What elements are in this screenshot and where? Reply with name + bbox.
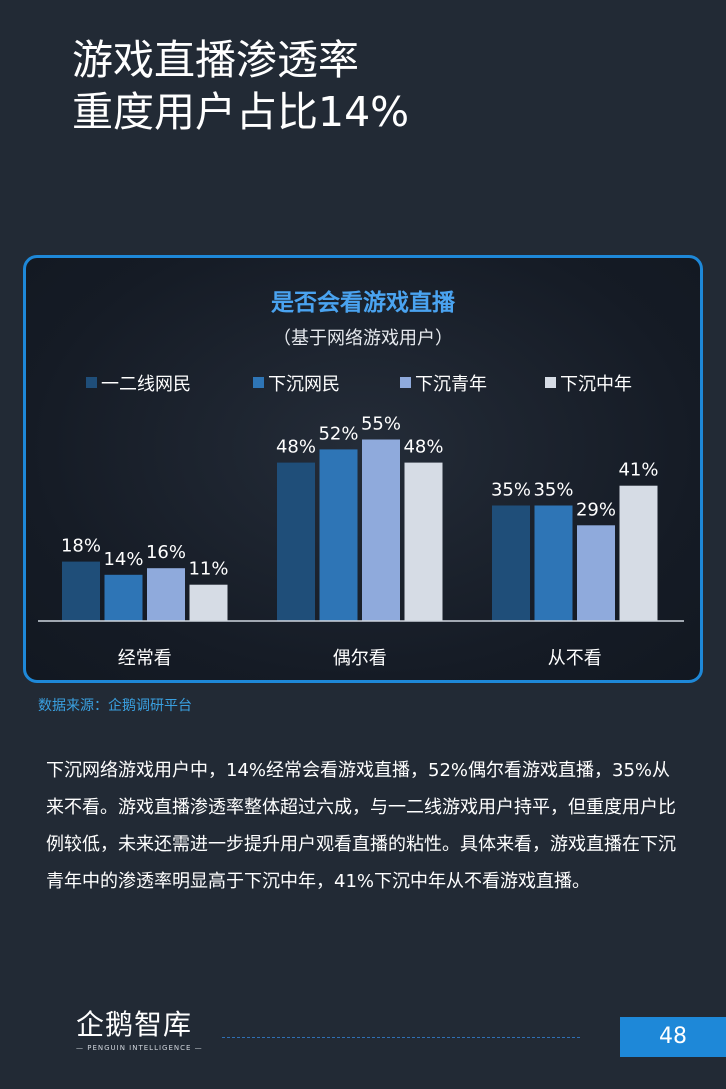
category-label: 偶尔看	[333, 648, 387, 669]
penguin-logo: 企鹅智库 — PENGUIN INTELLIGENCE —	[76, 1008, 203, 1062]
bar	[404, 462, 443, 621]
bar-value-label: 35%	[533, 480, 573, 501]
bar	[577, 525, 615, 621]
title-line-2: 重度用户占比14%	[72, 88, 410, 136]
bar-value-label: 48%	[403, 437, 443, 458]
category-label: 经常看	[118, 648, 172, 669]
bar-value-label: 14%	[103, 549, 143, 570]
bar	[492, 505, 530, 621]
body-paragraph: 下沉网络游戏用户中，14%经常会看游戏直播，52%偶尔看游戏直播，35%从来不看…	[46, 760, 676, 892]
bar	[62, 561, 100, 621]
legend-swatch	[400, 377, 411, 388]
bar	[619, 485, 658, 621]
bar	[319, 449, 358, 621]
bar-value-label: 41%	[618, 460, 658, 481]
legend-swatch	[86, 377, 97, 388]
bar	[104, 574, 143, 621]
title-line-1: 游戏直播渗透率	[72, 36, 359, 84]
bar-value-label: 29%	[576, 499, 616, 520]
bar-value-label: 18%	[61, 536, 101, 557]
legend-label: 下沉网民	[268, 374, 340, 395]
chart-subtitle: （基于网络游戏用户）	[273, 328, 453, 349]
logo-subtitle: — PENGUIN INTELLIGENCE —	[76, 1044, 203, 1052]
page-number: 48	[620, 1017, 726, 1057]
footer-divider	[222, 1037, 580, 1038]
data-source: 数据来源：企鹅调研平台	[38, 698, 192, 714]
legend-swatch	[253, 377, 264, 388]
logo-text: 企鹅智库	[76, 1008, 193, 1041]
page-title: 游戏直播渗透率 重度用户占比14%	[72, 34, 409, 138]
bar	[534, 505, 573, 621]
category-label: 从不看	[548, 648, 602, 669]
legend-label: 下沉青年	[415, 374, 487, 395]
bar-value-label: 52%	[318, 423, 358, 444]
bar-value-label: 55%	[361, 414, 401, 435]
legend-swatch	[545, 377, 556, 388]
bar	[362, 439, 400, 621]
bar-value-label: 35%	[491, 480, 531, 501]
bar	[189, 584, 228, 621]
bar	[147, 568, 185, 621]
bar-value-label: 11%	[188, 559, 228, 580]
legend-label: 一二线网民	[101, 374, 191, 395]
legend-label: 下沉中年	[560, 374, 632, 395]
bar-value-label: 48%	[276, 437, 316, 458]
bar-value-label: 16%	[146, 542, 186, 563]
bar	[277, 462, 315, 621]
chart-title: 是否会看游戏直播	[271, 290, 455, 316]
